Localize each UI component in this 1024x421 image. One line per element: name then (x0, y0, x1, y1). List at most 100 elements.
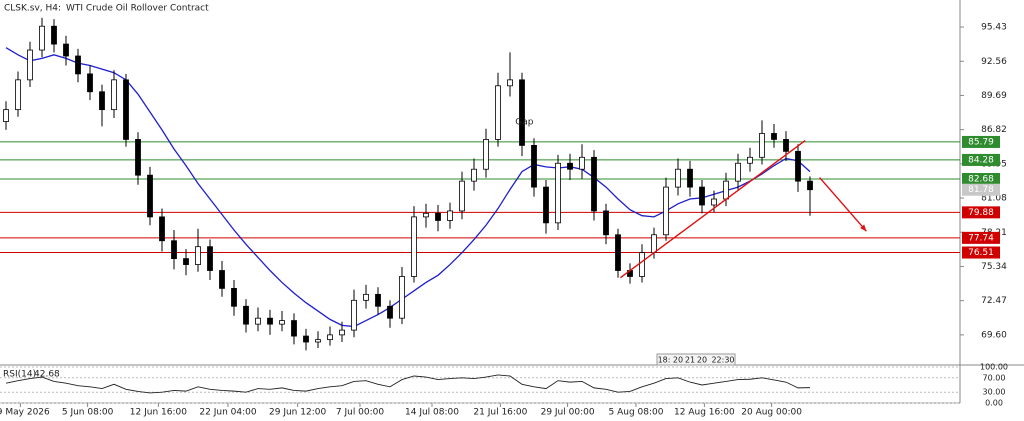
rsi-last-value: 42.68 (34, 370, 60, 380)
candle-body (747, 156, 753, 164)
candle-body (615, 234, 621, 271)
candle-body (351, 299, 357, 331)
candle-body (111, 79, 117, 111)
candle-body (147, 174, 153, 218)
rsi-tick-label: 100.00 (980, 363, 1008, 372)
x-tick-label: 29 Jun 12:00 (269, 408, 326, 418)
level-label-box (962, 246, 1000, 259)
level-label-box (962, 206, 1000, 219)
candle-body (555, 162, 561, 224)
time-strip-label: 20 (697, 356, 707, 365)
candle-body (471, 168, 477, 182)
level-label: 79.88 (968, 208, 994, 218)
candle-body (411, 216, 417, 277)
rsi-tick-label: 30.00 (983, 388, 1006, 397)
level-label-box (962, 172, 1000, 185)
candle-body (435, 212, 441, 221)
candle-body (387, 305, 393, 319)
candle-body (519, 79, 525, 146)
candle-body (459, 180, 465, 212)
y-tick-label: 75.34 (981, 262, 1007, 272)
candle-body (27, 49, 33, 81)
y-tick-label: 92.56 (981, 57, 1007, 67)
trendline (619, 140, 806, 279)
candle-body (327, 334, 333, 341)
rsi-tick-label: 0.00 (985, 399, 1003, 408)
x-tick-label: 5 Aug 08:00 (609, 408, 664, 418)
x-tick-label: 22 Jun 04:00 (199, 408, 256, 418)
candle-body (759, 133, 765, 158)
y-tick-label: 95.43 (981, 23, 1007, 33)
level-label: 76.51 (968, 248, 994, 258)
candle-body (531, 144, 537, 188)
candle-body (171, 240, 177, 260)
candle-body (699, 186, 705, 206)
candle-body (303, 335, 309, 343)
x-tick-label: 14 Jul 08:00 (405, 408, 459, 418)
candle-body (603, 210, 609, 236)
candle-body (123, 79, 129, 140)
time-strip-label: 21 (685, 356, 695, 365)
x-tick-label: 7 Jul 00:00 (336, 408, 385, 418)
time-strip-label: 22:30 (711, 356, 734, 365)
x-tick-label: 5 Jun 08:00 (62, 408, 114, 418)
level-label-box (962, 153, 1000, 166)
candle-body (243, 305, 249, 325)
x-tick-label: 21 Jul 16:00 (473, 408, 527, 418)
level-label: 77.74 (968, 233, 994, 243)
candle-body (339, 329, 345, 336)
x-tick-label: 29 Jul 00:00 (541, 408, 595, 418)
x-tick-label: 12 Aug 16:00 (674, 408, 735, 418)
moving-average (5, 47, 811, 328)
candle-body (687, 168, 693, 188)
candle-body (39, 25, 45, 51)
current-price-box (962, 183, 1000, 196)
y-tick-label: 72.47 (981, 296, 1007, 306)
candle-body (231, 287, 237, 307)
candle-body (795, 150, 801, 182)
x-tick-label: 12 Jun 16:00 (130, 408, 187, 418)
candle-body (591, 156, 597, 212)
candle-body (771, 133, 777, 140)
x-tick-label: 29 May 2026 (0, 408, 50, 418)
candle-body (363, 293, 369, 301)
candle-body (723, 180, 729, 200)
level-label: 84.28 (968, 155, 994, 165)
symbol: CLSK.sv, H4: (4, 4, 61, 14)
time-strip-box (656, 353, 736, 366)
candle-body (807, 180, 813, 191)
candle-body (315, 339, 321, 343)
rsi-line (5, 374, 811, 394)
candle-body (63, 43, 69, 57)
candle-body (783, 139, 789, 152)
candle-body (543, 186, 549, 224)
candle-body (195, 246, 201, 265)
candle-body (135, 139, 141, 176)
candle-body (51, 25, 57, 45)
rsi-label: RSI(14) (3, 370, 36, 380)
level-label-box (962, 231, 1000, 244)
chart-title: WTI Crude Oil Rollover Contract (66, 4, 209, 14)
candle-body (483, 139, 489, 170)
candle-body (651, 234, 657, 254)
candle-body (507, 79, 513, 87)
candle-body (639, 252, 645, 277)
candle-body (579, 156, 585, 170)
time-strip-label: 20 (673, 356, 683, 365)
candle-body (75, 55, 81, 75)
rsi-tick-label: 70.00 (983, 373, 1006, 382)
trendline (819, 177, 867, 232)
candle-body (267, 317, 273, 325)
candle-body (495, 85, 501, 140)
candle-body (675, 168, 681, 188)
y-tick-label: 89.69 (981, 91, 1007, 101)
time-strip-label: 18: (658, 356, 671, 365)
candle-body (423, 212, 429, 218)
level-label-box (962, 135, 1000, 148)
candle-body (663, 186, 669, 236)
arrow-head (860, 224, 867, 232)
candle-body (183, 258, 189, 265)
